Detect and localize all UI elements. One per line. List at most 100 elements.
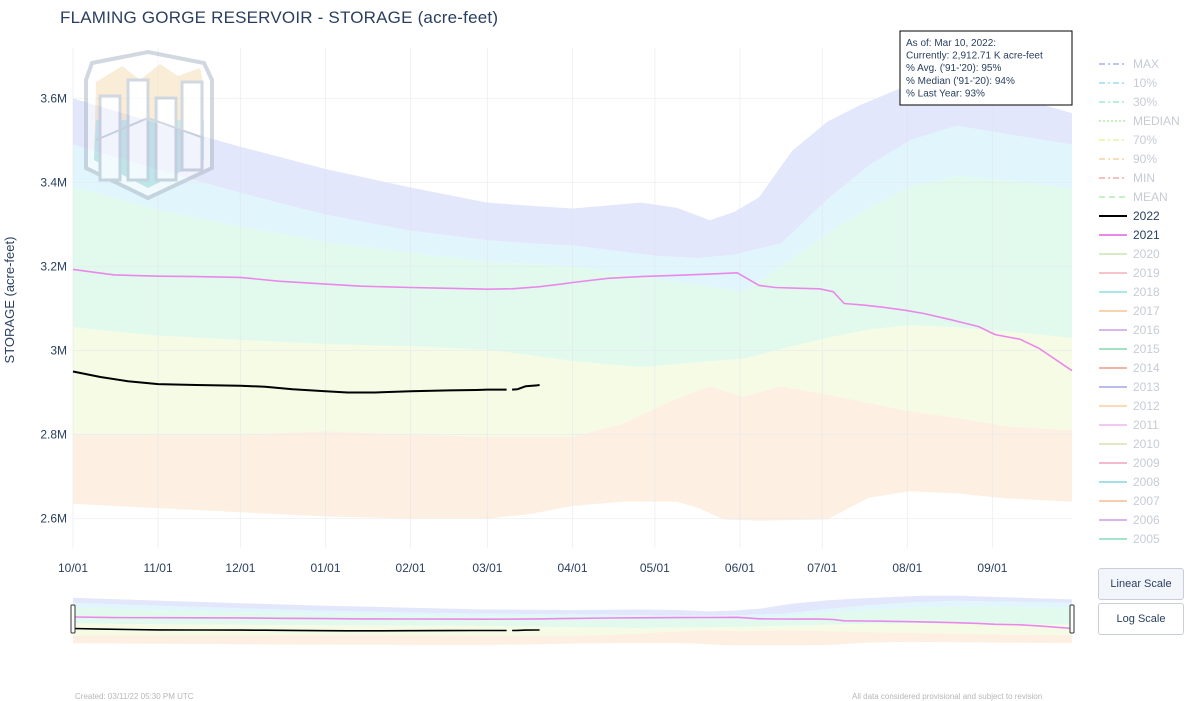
legend-item-2012[interactable]: 2012 xyxy=(1099,399,1160,413)
series-line-2022 xyxy=(512,384,540,391)
legend-item-min[interactable]: MIN xyxy=(1099,171,1155,185)
legend-label: 90% xyxy=(1133,152,1157,166)
legend-item-2014[interactable]: 2014 xyxy=(1099,361,1160,375)
agency-logo-icon xyxy=(84,49,214,201)
x-tick-label: 01/01 xyxy=(310,561,340,575)
legend-item-2019[interactable]: 2019 xyxy=(1099,266,1160,280)
info-box-line: % Median ('91-'20): 94% xyxy=(906,76,1015,87)
range-slider-band xyxy=(73,600,1072,620)
footer-created: Created: 03/11/22 05:30 PM UTC xyxy=(75,692,194,701)
legend-item-2022[interactable]: 2022 xyxy=(1099,209,1160,223)
info-box-line: % Avg. ('91-'20): 95% xyxy=(906,63,1001,74)
legend-item-2013[interactable]: 2013 xyxy=(1099,380,1160,394)
info-box-line: % Last Year: 93% xyxy=(906,88,985,99)
legend-item-2008[interactable]: 2008 xyxy=(1099,475,1160,489)
range-slider-band xyxy=(73,623,1072,636)
range-slider-band xyxy=(73,595,1072,616)
legend-item-2015[interactable]: 2015 xyxy=(1099,342,1160,356)
legend-label: 2011 xyxy=(1133,418,1159,432)
legend-label: 2009 xyxy=(1133,456,1160,470)
x-tick-label: 04/01 xyxy=(557,561,587,575)
y-tick-label: 2.6M xyxy=(40,512,67,526)
legend-label: 30% xyxy=(1133,95,1157,109)
legend-label: MEAN xyxy=(1133,190,1168,204)
legend-item-2017[interactable]: 2017 xyxy=(1099,304,1160,318)
info-box: As of: Mar 10, 2022: Currently: 2,912.71 … xyxy=(899,30,1073,106)
x-tick-label: 07/01 xyxy=(807,561,837,575)
x-tick-label: 09/01 xyxy=(977,561,1007,575)
legend-label: 2006 xyxy=(1133,513,1160,527)
legend-label: 2012 xyxy=(1133,399,1160,413)
legend-item-max[interactable]: MAX xyxy=(1099,57,1159,71)
legend-item-2018[interactable]: 2018 xyxy=(1099,285,1160,299)
legend-item-mean[interactable]: MEAN xyxy=(1099,190,1168,204)
legend-item-2006[interactable]: 2006 xyxy=(1099,513,1160,527)
log-scale-button[interactable]: Log Scale xyxy=(1098,603,1184,635)
x-tick-label: 08/01 xyxy=(892,561,922,575)
x-tick-label: 12/01 xyxy=(225,561,255,575)
legend-item-2009[interactable]: 2009 xyxy=(1099,456,1160,470)
info-box-line: Currently: 2,912.71 K acre-feet xyxy=(906,51,1043,62)
legend-label: 10% xyxy=(1133,76,1157,90)
series-layer xyxy=(72,268,1073,394)
y-tick-label: 3.2M xyxy=(40,259,67,273)
range-slider-series-2022 xyxy=(512,629,540,632)
x-tick-label: 05/01 xyxy=(640,561,670,575)
y-tick-label: 2.8M xyxy=(40,428,67,442)
legend-label: 2018 xyxy=(1133,285,1160,299)
legend-label: 2019 xyxy=(1133,266,1160,280)
x-tick-label: 03/01 xyxy=(472,561,502,575)
legend-item-2007[interactable]: 2007 xyxy=(1099,494,1160,508)
series-line-2021 xyxy=(72,268,1073,372)
legend-item-10-[interactable]: 10% xyxy=(1099,76,1157,90)
legend-label: 2010 xyxy=(1133,437,1160,451)
x-tick-label: 11/01 xyxy=(144,561,173,575)
range-slider-band xyxy=(73,630,1072,646)
x-tick-label: 10/01 xyxy=(58,561,88,575)
info-box-frame xyxy=(899,30,1073,106)
legend-label: 2015 xyxy=(1133,342,1160,356)
info-box-line: As of: Mar 10, 2022: xyxy=(906,38,996,49)
legend-label: 2017 xyxy=(1133,304,1160,318)
band-max-10- xyxy=(73,79,1072,259)
legend-item-median[interactable]: MEDIAN xyxy=(1099,114,1180,128)
legend-label: 2013 xyxy=(1133,380,1160,394)
legend-label: MEDIAN xyxy=(1133,114,1180,128)
range-slider-band xyxy=(73,606,1072,628)
legend-label: 2008 xyxy=(1133,475,1160,489)
legend: MAX 10% 30% MEDIAN 70% 90% MIN MEAN 2022 2021 2020… xyxy=(1099,57,1180,546)
range-slider-left-handle[interactable] xyxy=(70,604,76,634)
legend-label: 2021 xyxy=(1133,228,1160,242)
y-tick-label: 3.4M xyxy=(40,175,67,189)
y-tick-label: 3.6M xyxy=(40,91,67,105)
legend-label: 2022 xyxy=(1133,209,1160,223)
axes-layer: 10/01 11/01 12/01 01/01 02/01 03/01 04/01 05/01… xyxy=(2,91,1008,575)
legend-label: 2005 xyxy=(1133,532,1160,546)
legend-item-70-[interactable]: 70% xyxy=(1099,133,1157,147)
legend-label: 2014 xyxy=(1133,361,1160,375)
range-slider-right-handle[interactable] xyxy=(1069,604,1075,634)
x-tick-label: 06/01 xyxy=(725,561,755,575)
legend-item-2016[interactable]: 2016 xyxy=(1099,323,1160,337)
footer-disclaimer: All data considered provisional and subj… xyxy=(852,692,1043,701)
legend-label: 2016 xyxy=(1133,323,1160,337)
legend-item-2010[interactable]: 2010 xyxy=(1099,437,1160,451)
legend-label: 70% xyxy=(1133,133,1157,147)
legend-item-2005[interactable]: 2005 xyxy=(1099,532,1160,546)
range-slider[interactable] xyxy=(70,592,1075,646)
series-line-2022 xyxy=(72,370,507,394)
range-slider-series-2022 xyxy=(72,627,507,632)
legend-label: 2007 xyxy=(1133,494,1160,508)
y-tick-label: 3M xyxy=(50,344,67,358)
legend-item-2020[interactable]: 2020 xyxy=(1099,247,1160,261)
legend-item-2021[interactable]: 2021 xyxy=(1099,228,1160,242)
legend-item-90-[interactable]: 90% xyxy=(1099,152,1157,166)
legend-item-2011[interactable]: 2011 xyxy=(1099,418,1159,432)
linear-scale-button[interactable]: Linear Scale xyxy=(1098,568,1184,600)
x-tick-label: 02/01 xyxy=(396,561,426,575)
legend-item-30-[interactable]: 30% xyxy=(1099,95,1157,109)
range-slider-series-2021 xyxy=(72,616,1073,630)
legend-label: 2020 xyxy=(1133,247,1160,261)
y-axis-label: STORAGE (acre-feet) xyxy=(2,237,17,364)
